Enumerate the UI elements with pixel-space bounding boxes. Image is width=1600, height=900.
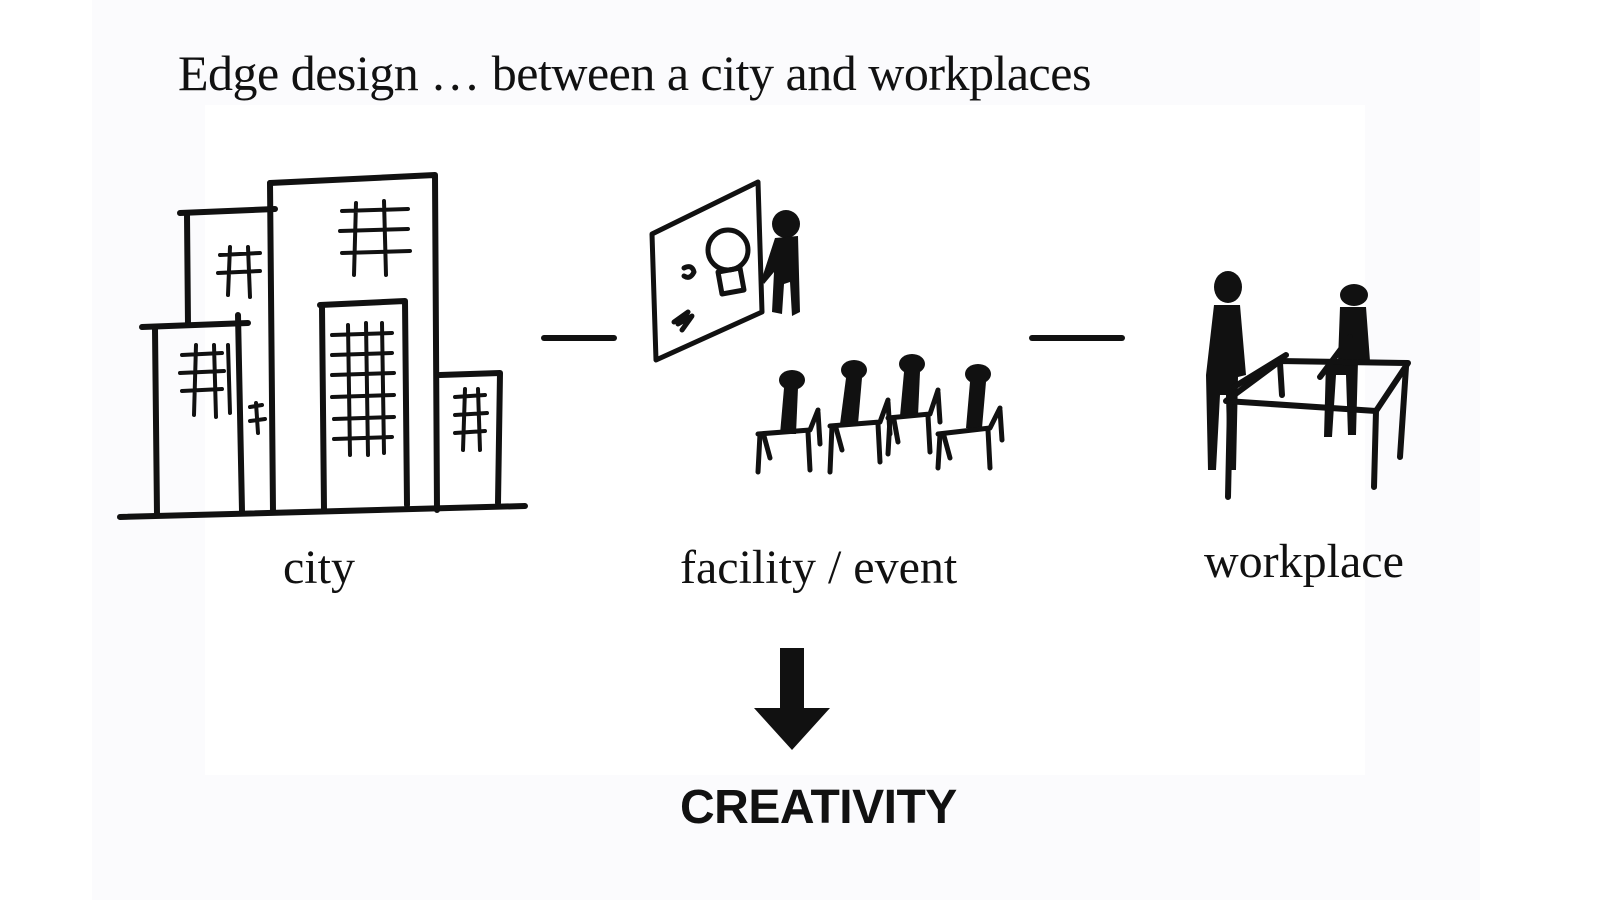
node-label-city: city xyxy=(283,541,355,594)
conclusion-text: CREATIVITY xyxy=(680,781,957,834)
presentation-audience-icon xyxy=(649,179,1005,475)
node-label-facility-event: facility / event xyxy=(680,541,958,594)
dash-connector-icon xyxy=(541,335,617,341)
dash-connector-icon xyxy=(1029,335,1125,341)
node-label-workplace: workplace xyxy=(1204,535,1404,588)
buildings-icon xyxy=(117,172,528,520)
down-arrow-icon xyxy=(754,648,830,750)
page-title: Edge design … between a city and workpla… xyxy=(178,45,1091,101)
meeting-table-icon xyxy=(1206,271,1411,500)
